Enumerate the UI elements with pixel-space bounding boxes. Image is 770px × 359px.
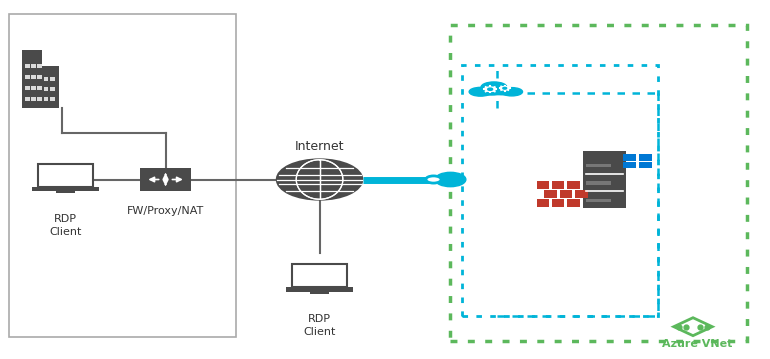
- Bar: [32, 86, 35, 90]
- Bar: [25, 75, 30, 79]
- Ellipse shape: [477, 87, 506, 95]
- Bar: [32, 75, 35, 79]
- Ellipse shape: [490, 87, 516, 95]
- Bar: [586, 181, 611, 185]
- Bar: [51, 97, 55, 101]
- Bar: [32, 187, 99, 191]
- Bar: [286, 287, 353, 292]
- Bar: [37, 97, 42, 101]
- Circle shape: [487, 88, 493, 90]
- Bar: [537, 199, 549, 206]
- Bar: [37, 86, 42, 90]
- Bar: [51, 87, 55, 91]
- Bar: [567, 199, 580, 206]
- Ellipse shape: [481, 82, 507, 93]
- Text: Azure VNet: Azure VNet: [661, 339, 732, 349]
- Bar: [450, 25, 747, 341]
- Bar: [575, 190, 588, 197]
- Bar: [9, 14, 236, 337]
- Bar: [38, 164, 93, 187]
- Bar: [22, 50, 42, 108]
- Bar: [560, 190, 572, 197]
- Bar: [310, 292, 329, 294]
- Text: RDP
Client: RDP Client: [49, 214, 82, 237]
- FancyBboxPatch shape: [140, 168, 191, 191]
- Bar: [25, 86, 30, 90]
- Bar: [462, 65, 658, 316]
- Bar: [623, 162, 636, 168]
- Bar: [25, 64, 30, 68]
- Text: FW/Proxy/NAT: FW/Proxy/NAT: [127, 206, 204, 216]
- Bar: [639, 162, 652, 168]
- Bar: [567, 181, 580, 189]
- Bar: [552, 181, 564, 189]
- Bar: [623, 154, 636, 161]
- Bar: [44, 87, 49, 91]
- Bar: [292, 264, 347, 287]
- Ellipse shape: [469, 87, 492, 96]
- Circle shape: [503, 87, 507, 89]
- Bar: [44, 97, 49, 101]
- Bar: [25, 97, 30, 101]
- Circle shape: [426, 176, 441, 183]
- Ellipse shape: [501, 88, 523, 96]
- Text: RDP
Client: RDP Client: [303, 314, 336, 337]
- Circle shape: [277, 160, 362, 199]
- Text: Internet: Internet: [295, 140, 344, 153]
- Bar: [42, 66, 59, 108]
- Bar: [586, 199, 611, 202]
- Bar: [37, 64, 42, 68]
- Bar: [552, 199, 564, 206]
- Bar: [586, 164, 611, 167]
- Bar: [32, 64, 35, 68]
- Bar: [639, 154, 652, 161]
- Bar: [584, 151, 626, 208]
- Bar: [44, 77, 49, 81]
- Circle shape: [435, 172, 466, 187]
- Bar: [37, 75, 42, 79]
- Bar: [56, 191, 75, 193]
- Bar: [537, 181, 549, 189]
- Bar: [32, 97, 35, 101]
- Circle shape: [485, 87, 495, 92]
- Bar: [544, 190, 557, 197]
- Circle shape: [501, 87, 508, 90]
- Bar: [51, 77, 55, 81]
